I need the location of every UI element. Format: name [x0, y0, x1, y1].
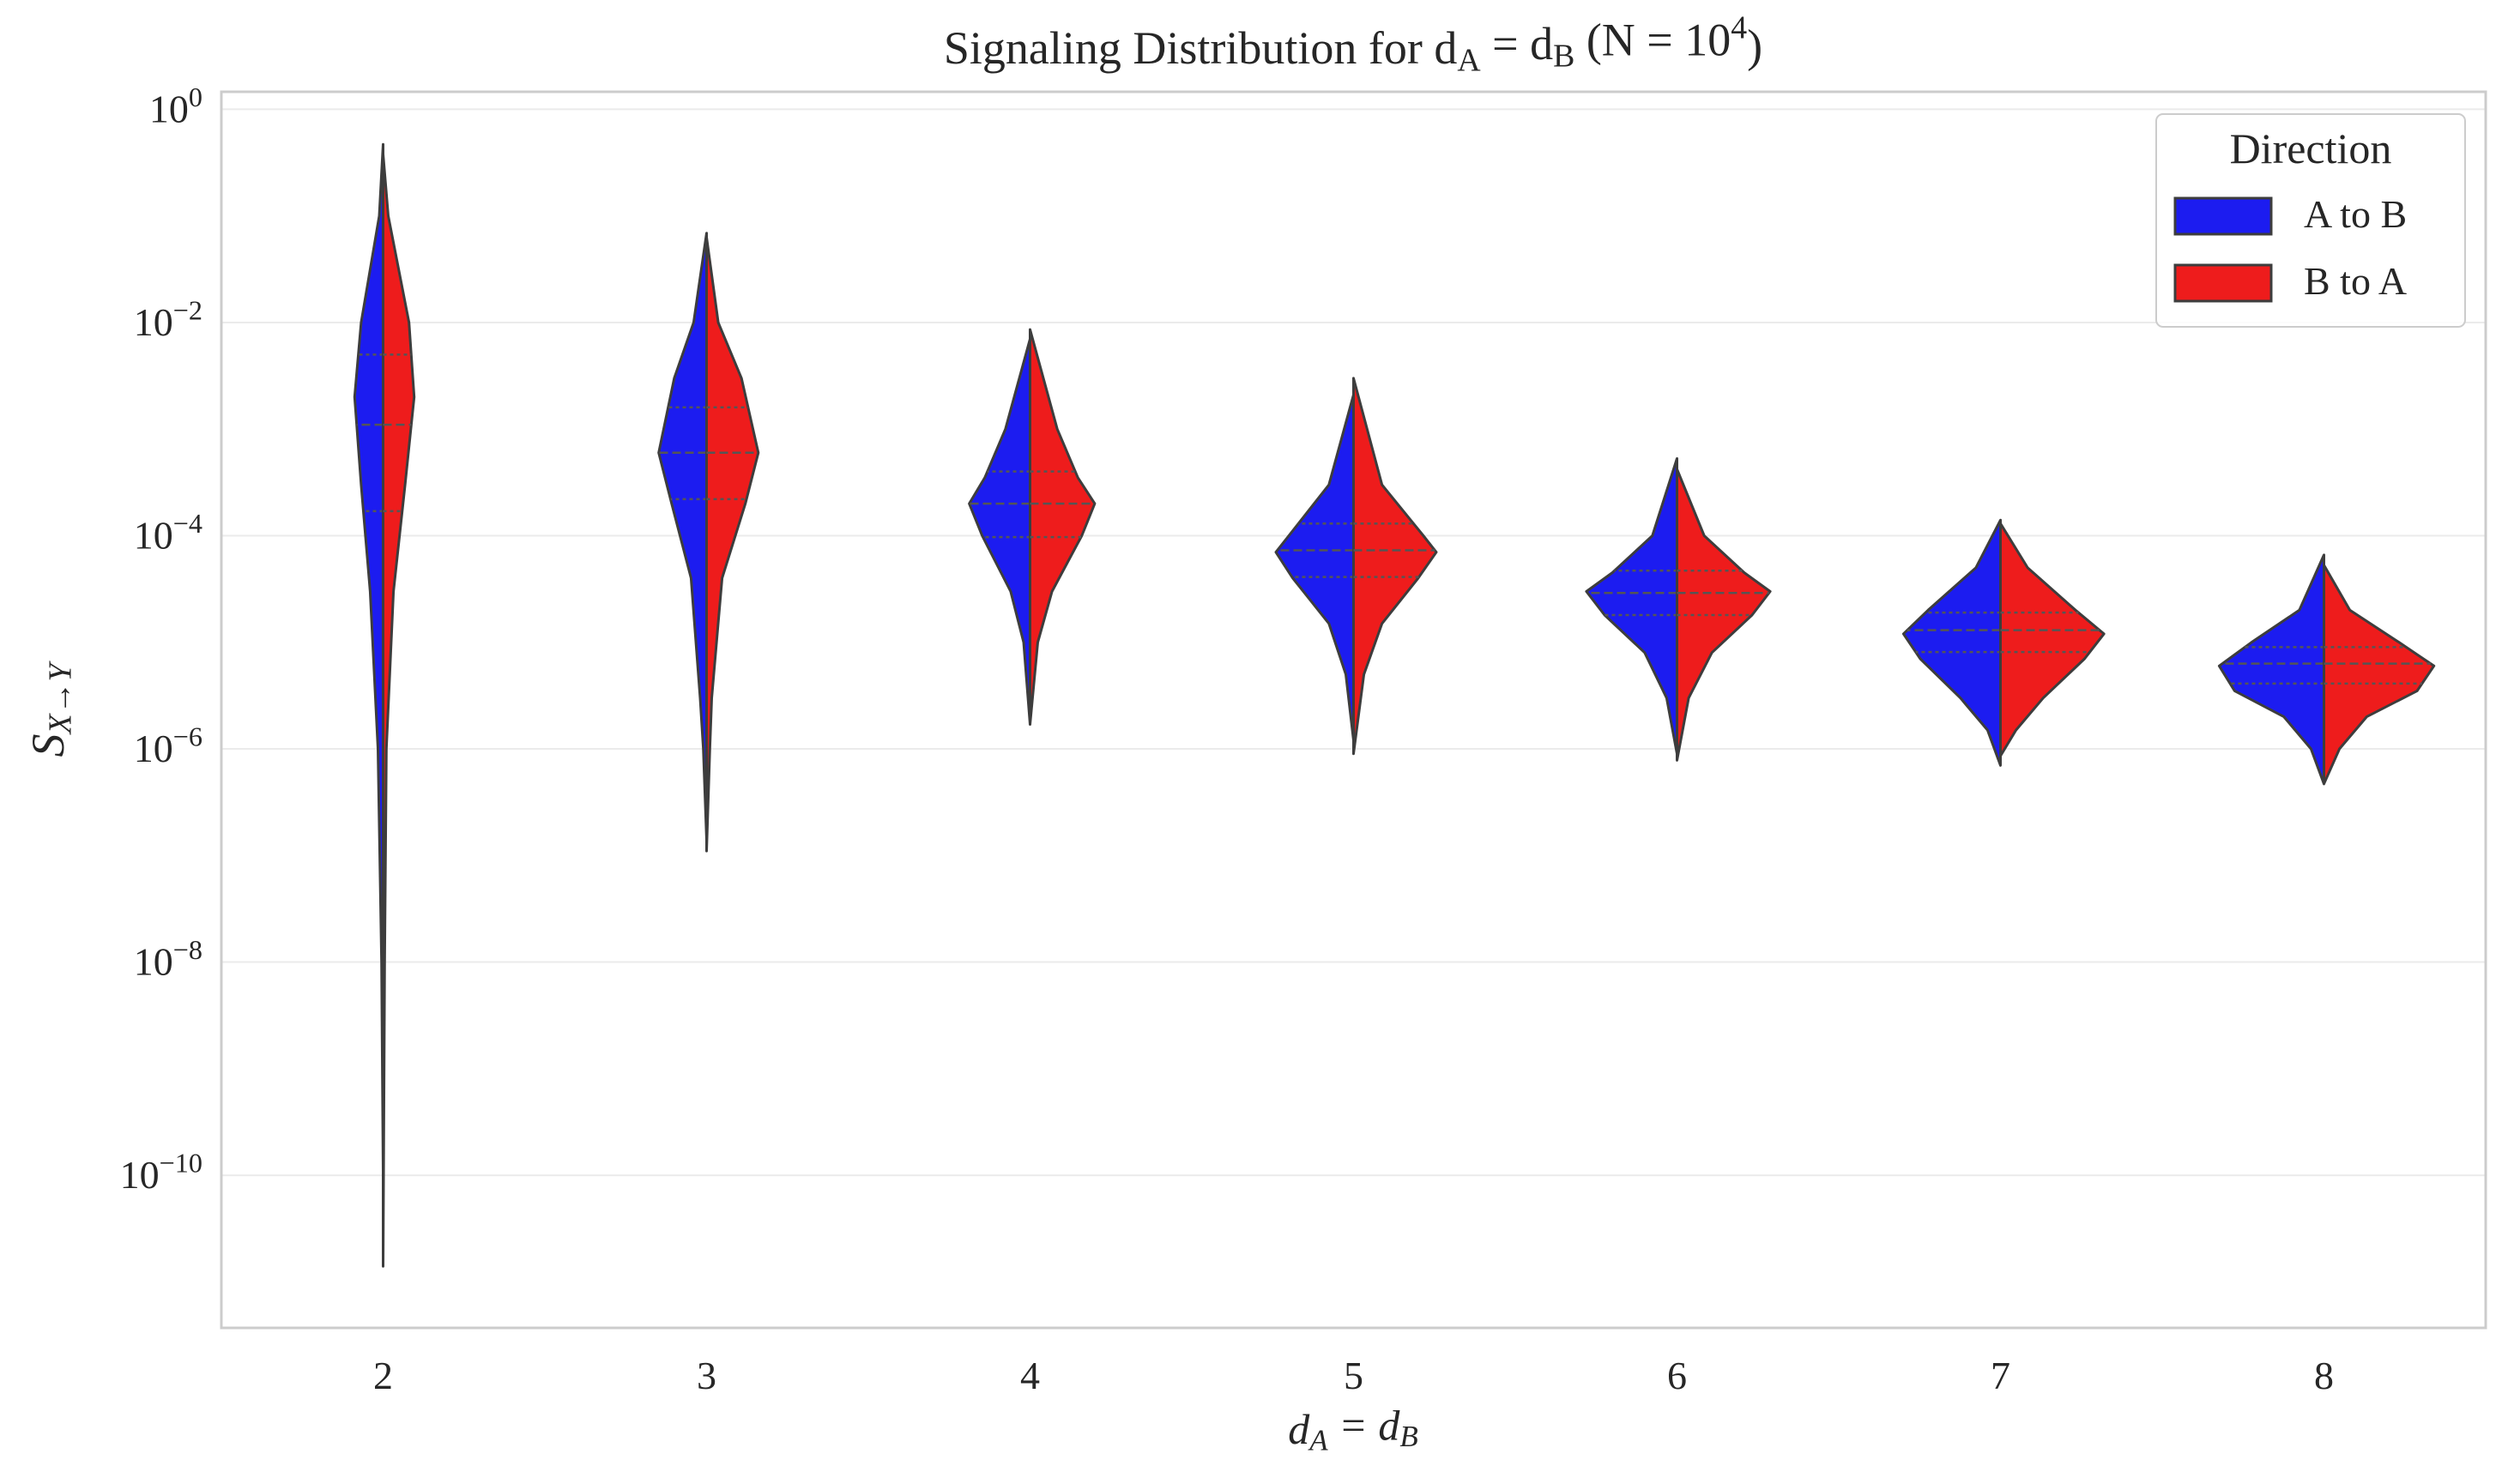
x-tick-label: 2: [373, 1354, 393, 1397]
x-tick-label: 6: [1667, 1354, 1687, 1397]
violin-body: [1274, 393, 1355, 742]
violin-body: [705, 236, 760, 853]
chart-title: Signaling Distribution for dA = dB (N = …: [944, 9, 1762, 78]
legend-label: A to B: [2304, 192, 2407, 236]
y-tick-label: 10−10: [120, 1148, 202, 1197]
violin-body: [2323, 564, 2436, 786]
y-tick-label: 10−2: [134, 295, 202, 344]
x-tick-label: 8: [2314, 1354, 2334, 1397]
x-tick-label: 3: [697, 1354, 716, 1397]
violin-body: [968, 337, 1031, 726]
violin-body: [1585, 457, 1678, 756]
y-tick-label: 10−6: [134, 721, 202, 770]
legend-swatch: [2173, 196, 2273, 236]
plot-frame: [220, 90, 2487, 1330]
violin-body: [1029, 328, 1097, 726]
x-axis-label: dA = dB: [1288, 1402, 1418, 1457]
legend-label: B to A: [2304, 259, 2407, 303]
x-tick-label: 5: [1344, 1354, 1363, 1397]
y-tick-label: 10−8: [134, 934, 202, 983]
y-axis-label: SX→Y: [22, 661, 78, 757]
violin-body: [657, 232, 708, 842]
legend-title: Direction: [2230, 124, 2392, 172]
legend-swatch: [2173, 263, 2273, 303]
violin-body: [382, 153, 416, 1268]
y-tick-label: 10−4: [134, 508, 202, 557]
x-tick-label: 7: [1991, 1354, 2010, 1397]
violin-body: [1901, 518, 2002, 767]
violin-body: [1999, 522, 2106, 757]
violin-body: [2217, 553, 2325, 786]
y-tick-label: 100: [149, 81, 202, 130]
violin-body: [1676, 468, 1772, 762]
violin-body: [1352, 377, 1438, 756]
x-tick-label: 4: [1020, 1354, 1040, 1397]
